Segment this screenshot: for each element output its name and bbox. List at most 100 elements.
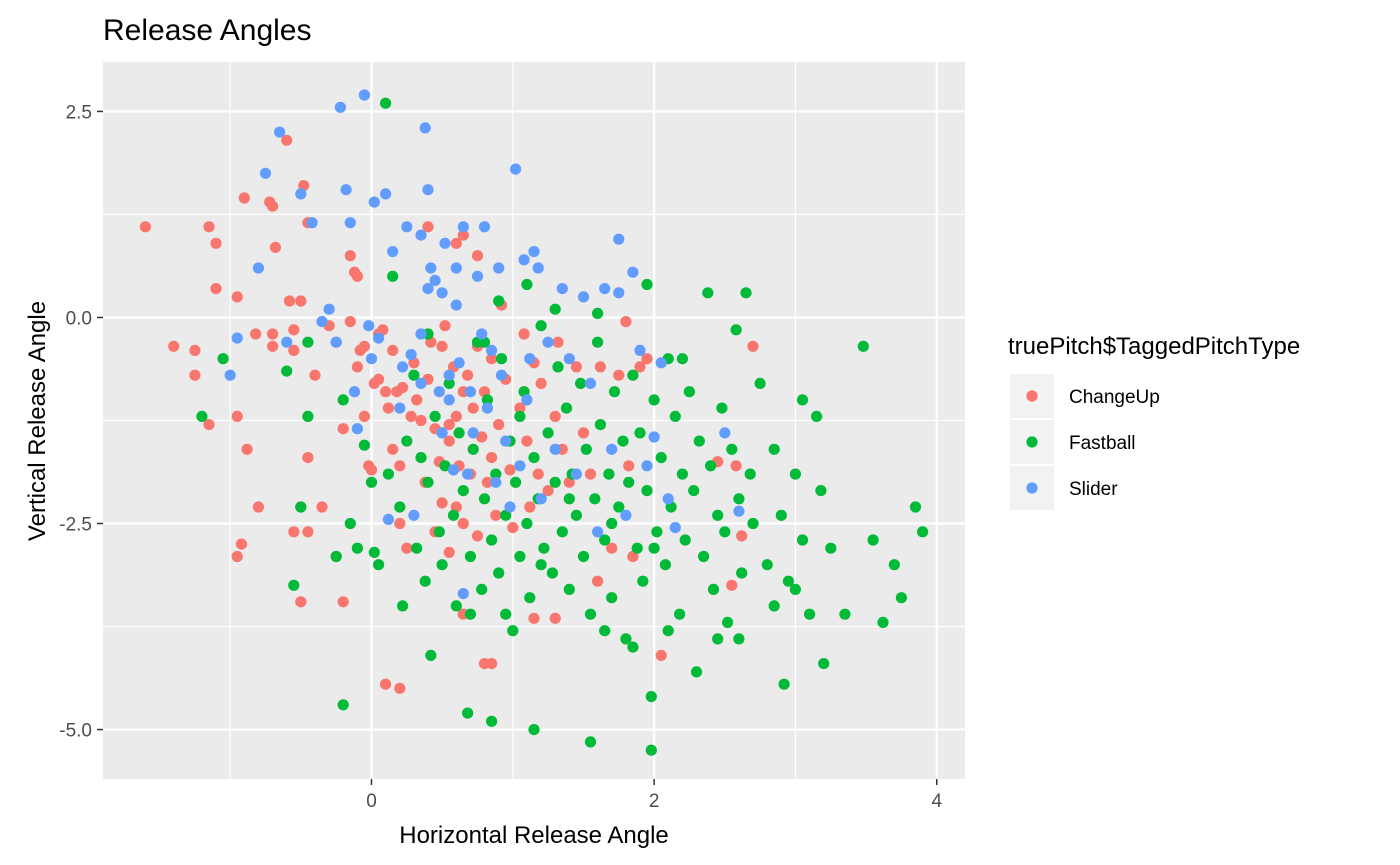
data-point [674, 608, 686, 620]
data-point [189, 369, 201, 381]
data-point [380, 97, 392, 109]
data-point [641, 485, 653, 497]
data-point [457, 221, 469, 233]
data-point [535, 320, 547, 332]
data-point [815, 485, 827, 497]
data-point [387, 443, 399, 455]
data-point [259, 167, 272, 179]
data-point [462, 369, 474, 381]
data-point [252, 501, 264, 513]
data-point [457, 485, 469, 497]
data-point [415, 377, 427, 389]
data-point [302, 410, 314, 422]
data-point [608, 386, 621, 398]
data-point [532, 468, 544, 480]
data-point [295, 501, 307, 513]
data-point [344, 217, 356, 229]
data-point [210, 283, 222, 295]
data-point [514, 410, 526, 422]
data-point [433, 526, 445, 538]
data-point [577, 550, 590, 563]
data-point [857, 340, 869, 352]
data-point [730, 324, 742, 336]
data-point [267, 200, 279, 212]
data-point [627, 550, 639, 563]
data-point [394, 460, 406, 472]
data-point [387, 344, 399, 356]
data-point [429, 410, 441, 422]
data-point [542, 336, 554, 348]
data-point [518, 254, 530, 266]
data-point [761, 559, 773, 571]
data-point [394, 501, 406, 513]
data-point [443, 377, 455, 389]
data-point [549, 476, 561, 488]
data-point [645, 691, 657, 703]
legend-label: Slider [1069, 479, 1118, 500]
data-point [744, 468, 756, 480]
data-point [655, 649, 667, 662]
data-point [394, 517, 406, 530]
data-point [447, 509, 460, 521]
data-point [634, 427, 646, 439]
data-point [203, 419, 215, 431]
data-point [380, 678, 392, 690]
data-point [238, 192, 250, 204]
data-point [436, 497, 448, 509]
data-point [613, 501, 625, 513]
data-point [309, 369, 321, 381]
data-point [702, 287, 714, 299]
series-changeup [139, 134, 759, 694]
data-point [415, 328, 427, 340]
data-point [542, 485, 554, 497]
data-point [486, 452, 498, 464]
data-point [467, 427, 479, 439]
data-point [401, 221, 413, 233]
data-point [620, 633, 632, 645]
data-point [394, 682, 406, 694]
data-point [387, 270, 399, 282]
data-point [295, 295, 307, 307]
data-point [436, 427, 448, 439]
data-point [659, 559, 672, 571]
data-point [365, 353, 378, 365]
data-point [478, 221, 491, 233]
data-point [467, 402, 479, 414]
data-point [606, 443, 618, 455]
data-point [443, 369, 455, 381]
data-point [648, 431, 660, 443]
data-point [620, 316, 632, 328]
data-point [447, 464, 460, 476]
data-point [281, 336, 293, 348]
data-point [679, 534, 691, 546]
data-point [340, 184, 352, 196]
data-point [521, 517, 533, 530]
data-point [549, 303, 561, 315]
data-point [252, 262, 264, 274]
axis-ticks: 0 2 4 -5.0 -2.5 0.0 2.5 [59, 102, 942, 812]
data-point [528, 724, 540, 736]
data-point [408, 509, 420, 521]
legend-label: Fastball [1069, 433, 1136, 454]
data-point [648, 394, 660, 406]
data-point [584, 377, 597, 389]
data-point [486, 534, 498, 546]
data-point [224, 369, 236, 381]
data-point [471, 250, 484, 262]
data-point [641, 353, 653, 365]
data-point [295, 596, 307, 608]
data-point [726, 443, 738, 455]
data-point [514, 460, 526, 472]
data-point [617, 435, 629, 447]
data-point [419, 575, 431, 587]
data-point [351, 423, 363, 435]
data-point [288, 526, 300, 538]
data-point [436, 340, 448, 352]
data-point [509, 163, 522, 175]
data-point [281, 134, 293, 146]
legend: truePitch$TaggedPitchType ChangeUp Fastba… [1008, 333, 1300, 510]
y-tick-label: 2.5 [66, 102, 92, 123]
data-point [733, 633, 745, 645]
data-point [464, 386, 476, 398]
